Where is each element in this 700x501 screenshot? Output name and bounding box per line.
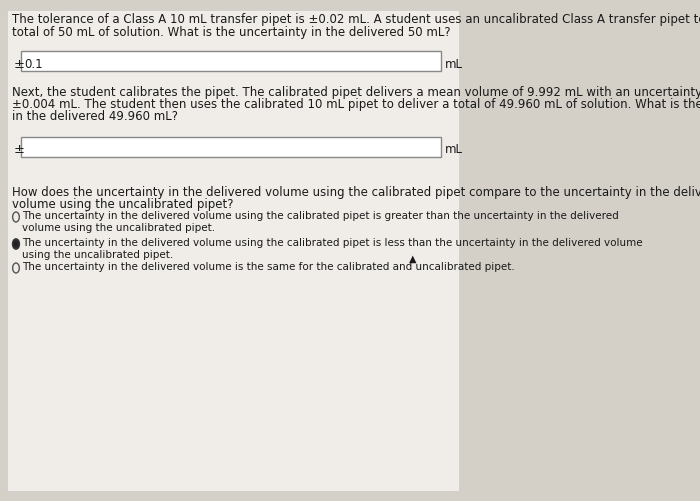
Text: The uncertainty in the delivered volume using the calibrated pipet is greater th: The uncertainty in the delivered volume … bbox=[22, 211, 619, 221]
FancyBboxPatch shape bbox=[21, 51, 440, 71]
Text: mL: mL bbox=[444, 143, 463, 156]
Text: The uncertainty in the delivered volume is the same for the calibrated and uncal: The uncertainty in the delivered volume … bbox=[22, 262, 514, 272]
Text: total of 50 mL of solution. What is the uncertainty in the delivered 50 mL?: total of 50 mL of solution. What is the … bbox=[12, 26, 451, 39]
Text: using the uncalibrated pipet.: using the uncalibrated pipet. bbox=[22, 250, 173, 260]
Text: volume using the uncalibrated pipet.: volume using the uncalibrated pipet. bbox=[22, 223, 215, 233]
Text: ±: ± bbox=[13, 143, 24, 156]
Text: 0.1: 0.1 bbox=[24, 58, 43, 71]
Text: The uncertainty in the delivered volume using the calibrated pipet is less than : The uncertainty in the delivered volume … bbox=[22, 238, 643, 248]
Text: ±0.004 mL. The student then uses the calibrated 10 mL pipet to deliver a total o: ±0.004 mL. The student then uses the cal… bbox=[12, 98, 700, 111]
Text: How does the uncertainty in the delivered volume using the calibrated pipet comp: How does the uncertainty in the delivere… bbox=[12, 186, 700, 199]
Text: in the delivered 49.960 mL?: in the delivered 49.960 mL? bbox=[12, 110, 178, 123]
Text: Next, the student calibrates the pipet. The calibrated pipet delivers a mean vol: Next, the student calibrates the pipet. … bbox=[12, 86, 700, 99]
FancyBboxPatch shape bbox=[7, 10, 459, 491]
Text: mL: mL bbox=[444, 58, 463, 71]
Circle shape bbox=[13, 240, 19, 248]
FancyBboxPatch shape bbox=[21, 137, 440, 157]
Text: ▲: ▲ bbox=[410, 254, 416, 264]
Text: ±: ± bbox=[13, 58, 24, 71]
Text: volume using the uncalibrated pipet?: volume using the uncalibrated pipet? bbox=[12, 198, 234, 211]
Text: The tolerance of a Class A 10 mL transfer pipet is ±0.02 mL. A student uses an u: The tolerance of a Class A 10 mL transfe… bbox=[12, 13, 700, 26]
